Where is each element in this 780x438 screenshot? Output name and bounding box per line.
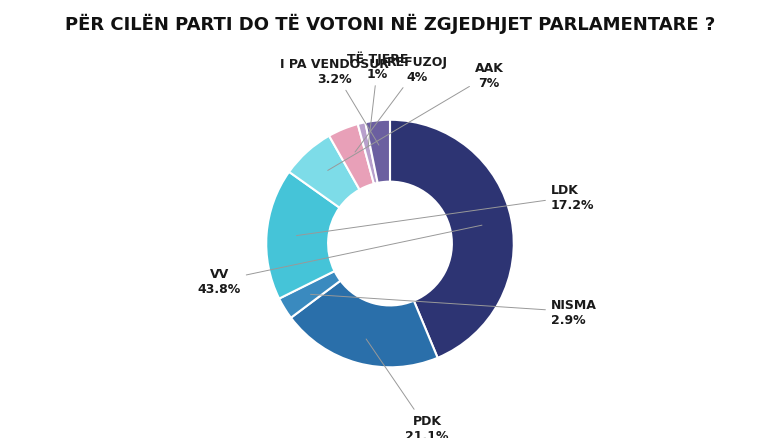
Title: PËR CILËN PARTI DO TË VOTONI NË ZGJEDHJET PARLAMENTARE ?: PËR CILËN PARTI DO TË VOTONI NË ZGJEDHJE… (65, 14, 715, 34)
Text: TË TJERE
1%: TË TJERE 1% (347, 52, 408, 148)
Text: I PA VENDOSUR
3.2%: I PA VENDOSUR 3.2% (280, 58, 388, 146)
Wedge shape (291, 281, 438, 367)
Wedge shape (329, 125, 374, 190)
Text: VV
43.8%: VV 43.8% (197, 226, 482, 295)
Text: REFUZOJ
4%: REFUZOJ 4% (355, 56, 448, 152)
Text: PDK
21.1%: PDK 21.1% (366, 339, 448, 438)
Text: NISMA
2.9%: NISMA 2.9% (310, 295, 597, 326)
Wedge shape (279, 272, 340, 318)
Wedge shape (358, 123, 378, 184)
Text: AAK
7%: AAK 7% (328, 62, 503, 171)
Wedge shape (289, 137, 360, 208)
Wedge shape (390, 120, 514, 358)
Wedge shape (365, 120, 390, 184)
Text: LDK
17.2%: LDK 17.2% (296, 183, 594, 236)
Wedge shape (266, 173, 339, 299)
